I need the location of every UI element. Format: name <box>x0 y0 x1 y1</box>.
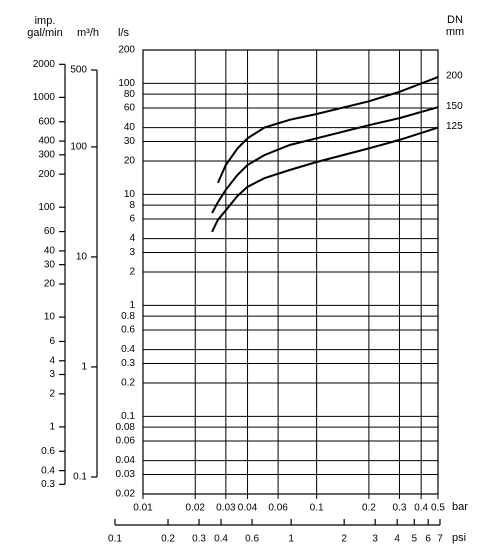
legend-label: 150 <box>446 101 463 112</box>
secondary-tick-label: 300 <box>38 149 55 160</box>
y-tick-label: 30 <box>124 136 136 147</box>
y-tick-label: 0.1 <box>121 411 135 422</box>
y-tick-label: 0.06 <box>116 436 136 447</box>
y-tick-label: 10 <box>124 189 136 200</box>
secondary-tick-label: 1 <box>81 362 87 373</box>
y-tick-label: 60 <box>124 103 136 114</box>
secondary-tick-label: 600 <box>38 116 55 127</box>
y-tick-label: 2 <box>129 267 135 278</box>
legend-label: 200 <box>446 71 463 82</box>
psi-tick-label: 0.1 <box>108 534 122 545</box>
secondary-tick-label: 20 <box>44 279 56 290</box>
secondary-tick-label: 0.4 <box>41 465 55 476</box>
secondary-tick-label: 400 <box>38 136 55 147</box>
y-tick-label: 0.2 <box>121 378 135 389</box>
psi-tick-label: 0.4 <box>214 534 228 545</box>
legend-title: mm <box>446 26 464 38</box>
y-tick-label: 0.6 <box>121 325 135 336</box>
secondary-tick-label: 60 <box>44 226 56 237</box>
y-tick-label: 0.02 <box>116 489 136 500</box>
secondary-tick-label: 0.6 <box>41 446 55 457</box>
y-tick-label: 20 <box>124 156 136 167</box>
secondary-tick-label: 6 <box>49 336 55 347</box>
secondary-tick-label: 2 <box>49 388 55 399</box>
secondary-tick-label: 3 <box>49 369 55 380</box>
secondary-axis-label: m³/h <box>77 27 99 39</box>
y-tick-label: 0.03 <box>116 469 136 480</box>
x-tick-label: 0.4 <box>414 503 428 514</box>
secondary-tick-label: 40 <box>44 246 56 257</box>
psi-tick-label: 0.3 <box>192 534 206 545</box>
secondary-tick-label: 2000 <box>33 59 56 70</box>
y-tick-label: 4 <box>129 233 135 244</box>
y-tick-label: 6 <box>129 214 135 225</box>
psi-tick-label: 0.2 <box>161 534 175 545</box>
y-tick-label: 80 <box>124 89 136 100</box>
secondary-tick-label: 0.1 <box>73 472 87 483</box>
y-tick-label: 200 <box>118 45 135 56</box>
secondary-axis-label: gal/min <box>27 27 62 39</box>
x-tick-label: 0.03 <box>216 503 236 514</box>
y-tick-label: 0.3 <box>121 358 135 369</box>
x-tick-label: 0.3 <box>393 503 407 514</box>
secondary-tick-label: 10 <box>44 312 56 323</box>
secondary-tick-label: 0.3 <box>41 479 55 490</box>
y-tick-label: 8 <box>129 200 135 211</box>
x-tick-label: 0.01 <box>133 503 153 514</box>
psi-axis-label: psi <box>452 532 466 544</box>
y-tick-label: 0.8 <box>121 311 135 322</box>
legend-title: DN <box>447 14 463 26</box>
y-tick-label: 100 <box>118 78 135 89</box>
x-tick-label: 0.06 <box>268 503 288 514</box>
x-tick-label: 0.5 <box>431 503 445 514</box>
secondary-axis-label: imp. <box>35 15 56 27</box>
psi-tick-label: 0.6 <box>245 534 259 545</box>
x-tick-label: 0.04 <box>238 503 258 514</box>
secondary-tick-label: 200 <box>38 169 55 180</box>
secondary-tick-label: 500 <box>70 65 87 76</box>
y-axis-label: l/s <box>118 27 130 39</box>
x-tick-label: 0.02 <box>186 503 206 514</box>
secondary-tick-label: 100 <box>38 202 55 213</box>
psi-tick-label: 3 <box>372 534 378 545</box>
curve <box>211 126 439 233</box>
y-tick-label: 40 <box>124 122 136 133</box>
legend-label: 125 <box>446 121 463 132</box>
psi-tick-label: 4 <box>394 534 400 545</box>
secondary-tick-label: 1 <box>49 422 55 433</box>
curve <box>211 106 439 214</box>
psi-tick-label: 1 <box>288 534 294 545</box>
y-tick-label: 3 <box>129 247 135 258</box>
x-axis-label: bar <box>452 501 468 513</box>
psi-tick-label: 6 <box>425 534 431 545</box>
psi-tick-label: 7 <box>437 534 443 545</box>
secondary-tick-label: 30 <box>44 259 56 270</box>
curve <box>216 76 439 184</box>
secondary-tick-label: 10 <box>76 252 88 263</box>
y-tick-label: 1 <box>129 300 135 311</box>
x-tick-label: 0.2 <box>362 503 376 514</box>
psi-tick-label: 5 <box>411 534 417 545</box>
y-tick-label: 0.4 <box>121 344 135 355</box>
y-tick-label: 0.08 <box>116 422 136 433</box>
x-tick-label: 0.1 <box>310 503 324 514</box>
y-tick-label: 0.04 <box>116 455 136 466</box>
psi-tick-label: 2 <box>341 534 347 545</box>
secondary-tick-label: 1000 <box>33 92 56 103</box>
secondary-tick-label: 100 <box>70 142 87 153</box>
secondary-tick-label: 4 <box>49 355 55 366</box>
